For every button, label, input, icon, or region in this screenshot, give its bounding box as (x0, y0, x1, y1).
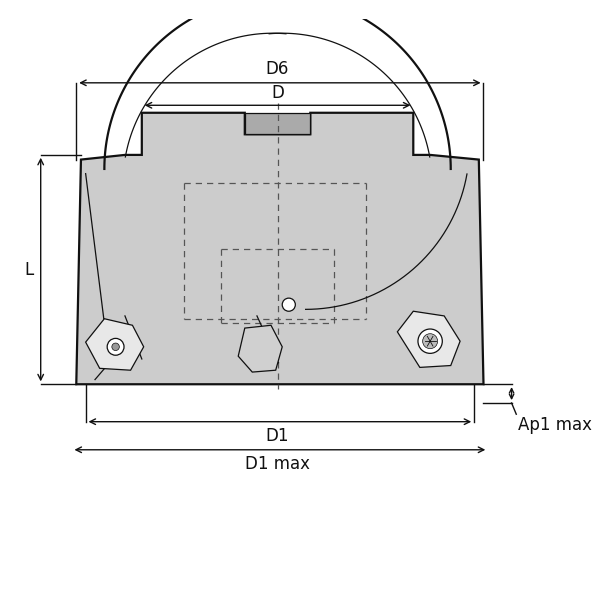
Text: D: D (271, 83, 284, 101)
Text: D1: D1 (266, 427, 289, 445)
Circle shape (422, 334, 437, 349)
Polygon shape (238, 325, 282, 372)
Text: D6: D6 (266, 60, 289, 78)
Polygon shape (245, 113, 310, 134)
Circle shape (107, 338, 124, 355)
Text: D1 max: D1 max (245, 455, 310, 473)
Circle shape (282, 298, 295, 311)
Polygon shape (397, 311, 460, 367)
Text: Ap1 max: Ap1 max (518, 416, 592, 434)
Circle shape (418, 329, 442, 353)
Text: L: L (24, 260, 33, 278)
Polygon shape (76, 113, 484, 384)
Circle shape (112, 343, 119, 350)
Polygon shape (86, 319, 143, 370)
